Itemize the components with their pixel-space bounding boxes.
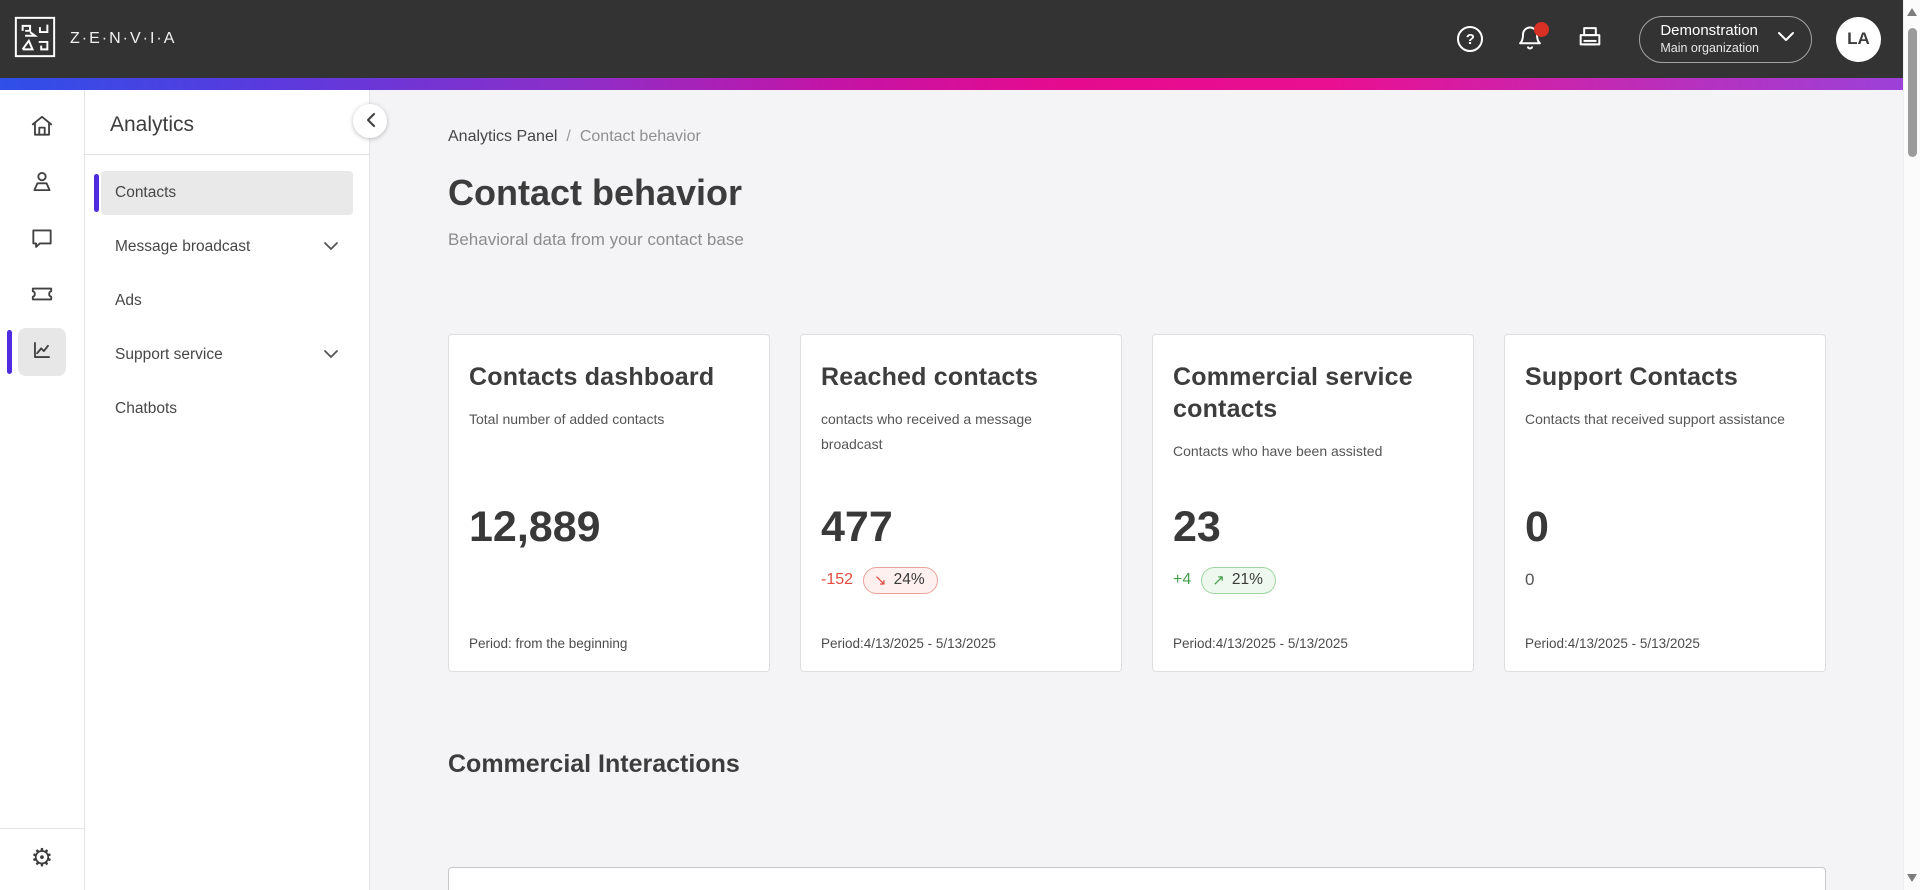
card-period: Period:4/13/2025 - 5/13/2025 xyxy=(1525,636,1700,651)
sidebar-item-label: Chatbots xyxy=(115,400,178,417)
card-commercial-service-contacts: Commercial service contacts Contacts who… xyxy=(1152,334,1474,672)
breadcrumb: Analytics Panel / Contact behavior xyxy=(448,128,1903,146)
line-chart-icon xyxy=(29,337,55,368)
user-avatar[interactable]: LA xyxy=(1836,16,1881,62)
delta-value: 0 xyxy=(1525,570,1535,589)
brand[interactable]: Z·E·N·V·I·A xyxy=(14,16,176,63)
bell-icon xyxy=(1516,24,1544,55)
delta-value: +4 xyxy=(1173,571,1192,588)
breadcrumb-analytics-panel[interactable]: Analytics Panel xyxy=(448,128,558,145)
help-button[interactable]: ? xyxy=(1447,16,1493,62)
breadcrumb-separator: / xyxy=(566,128,571,145)
card-delta-row: 0 xyxy=(1525,565,1534,595)
organization-subtitle: Main organization xyxy=(1660,40,1759,55)
icon-rail: ⚙ xyxy=(0,90,85,890)
stat-cards-row: Contacts dashboard Total number of added… xyxy=(448,334,1903,672)
card-value: 23 xyxy=(1173,503,1221,551)
content-row: ⚙ Analytics Contacts Message broadcast xyxy=(0,90,1903,890)
sidebar-item-support-service[interactable]: Support service xyxy=(101,333,353,377)
sidebar-title: Analytics xyxy=(85,90,369,155)
sidebar-menu: Contacts Message broadcast Ads Support s… xyxy=(85,155,369,441)
help-icon: ? xyxy=(1457,26,1484,52)
card-title: Commercial service contacts xyxy=(1173,363,1413,423)
card-value: 477 xyxy=(821,503,893,551)
chevron-down-icon xyxy=(1777,30,1795,48)
card-description: Contacts who have been assisted xyxy=(1173,443,1383,459)
sidebar-collapse-button[interactable] xyxy=(353,104,387,138)
trend-badge: ↗ 21% xyxy=(1201,566,1276,594)
card-value: 12,889 xyxy=(469,503,601,551)
ticket-icon xyxy=(29,281,55,312)
card-period: Period:4/13/2025 - 5/13/2025 xyxy=(821,636,996,651)
card-contacts-dashboard: Contacts dashboard Total number of added… xyxy=(448,334,770,672)
top-bar: Z·E·N·V·I·A ? xyxy=(0,0,1903,78)
trend-percent: 24% xyxy=(893,570,925,588)
sidebar-item-label: Support service xyxy=(115,346,223,363)
organization-name: Demonstration xyxy=(1660,21,1758,39)
card-value: 0 xyxy=(1525,503,1549,551)
sidebar-item-label: Contacts xyxy=(115,184,177,201)
print-button[interactable] xyxy=(1567,16,1613,62)
page-scrollbar[interactable] xyxy=(1903,0,1920,890)
person-icon xyxy=(29,169,55,200)
card-description: Total number of added contacts xyxy=(469,411,665,427)
sidebar-item-chatbots[interactable]: Chatbots xyxy=(101,387,353,431)
chevron-left-icon xyxy=(365,112,376,131)
scroll-up-arrow[interactable] xyxy=(1907,8,1917,16)
organization-switcher[interactable]: Demonstration Main organization xyxy=(1639,15,1812,63)
card-period: Period: from the beginning xyxy=(469,636,628,651)
card-title: Contacts dashboard xyxy=(469,363,715,391)
chevron-down-icon xyxy=(323,346,339,364)
section-heading-commercial-interactions: Commercial Interactions xyxy=(448,750,740,778)
card-support-contacts: Support Contacts Contacts that received … xyxy=(1504,334,1826,672)
sidebar-item-label: Ads xyxy=(115,292,142,309)
brand-gradient-bar xyxy=(0,78,1903,90)
card-title: Reached contacts xyxy=(821,363,1039,391)
settings-icon[interactable]: ⚙ xyxy=(30,843,54,872)
trend-down-icon: ↘ xyxy=(874,570,887,589)
nav-conversations[interactable] xyxy=(18,216,66,264)
page-title: Contact behavior xyxy=(448,172,743,213)
rail-footer: ⚙ xyxy=(0,828,84,890)
scrollbar-thumb[interactable] xyxy=(1908,28,1917,157)
brand-name: Z·E·N·V·I·A xyxy=(70,30,177,47)
chat-bubble-icon xyxy=(29,225,55,256)
nav-home[interactable] xyxy=(18,104,66,152)
sidebar-item-ads[interactable]: Ads xyxy=(101,279,353,323)
notifications-button[interactable] xyxy=(1507,16,1553,62)
commercial-interactions-card xyxy=(448,867,1826,890)
nav-contacts[interactable] xyxy=(18,160,66,208)
main-content: Analytics Panel / Contact behavior Conta… xyxy=(370,90,1903,890)
card-description: contacts who received a message broadcas… xyxy=(821,411,1032,452)
card-delta-row: +4 ↗ 21% xyxy=(1173,565,1276,595)
home-icon xyxy=(29,113,55,144)
trend-badge: ↘ 24% xyxy=(863,566,938,594)
chevron-down-icon xyxy=(323,238,339,256)
card-title: Support Contacts xyxy=(1525,363,1738,391)
nav-analytics[interactable] xyxy=(7,328,66,376)
sidebar-item-contacts[interactable]: Contacts xyxy=(94,171,353,215)
analytics-sidebar: Analytics Contacts Message broadcast Ads xyxy=(85,90,370,890)
card-period: Period:4/13/2025 - 5/13/2025 xyxy=(1173,636,1348,651)
delta-value: -152 xyxy=(821,571,854,588)
card-delta-row: -152 ↘ 24% xyxy=(821,565,938,595)
page-subtitle: Behavioral data from your contact base xyxy=(448,230,744,249)
printer-icon xyxy=(1576,24,1604,55)
scroll-down-arrow[interactable] xyxy=(1907,874,1917,882)
card-description: Contacts that received support assistanc… xyxy=(1525,411,1785,427)
nav-tickets[interactable] xyxy=(18,272,66,320)
sidebar-item-label: Message broadcast xyxy=(115,238,251,255)
zenvia-logo-icon xyxy=(14,16,56,63)
trend-up-icon: ↗ xyxy=(1212,570,1225,589)
breadcrumb-current: Contact behavior xyxy=(579,128,701,145)
trend-percent: 21% xyxy=(1231,570,1263,588)
notification-badge xyxy=(1534,22,1550,37)
card-reached-contacts: Reached contacts contacts who received a… xyxy=(800,334,1122,672)
sidebar-item-message-broadcast[interactable]: Message broadcast xyxy=(101,225,353,269)
